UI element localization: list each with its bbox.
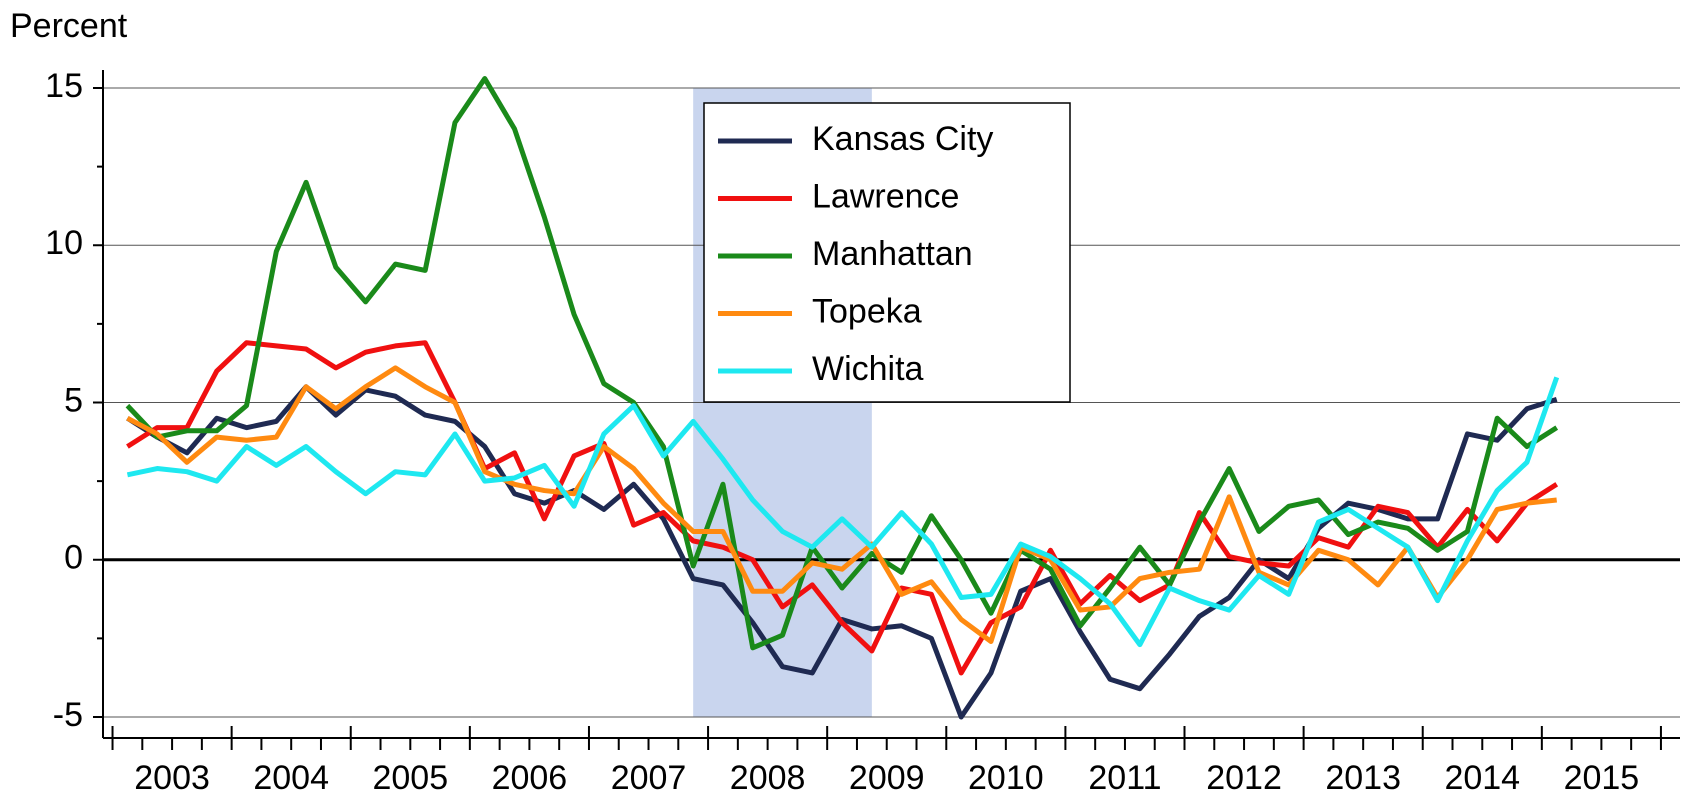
y-tick-label: -5 — [53, 696, 83, 734]
legend: Kansas City Lawrence Manhattan Topeka Wichit… — [703, 102, 1071, 403]
x-tick-label: 2003 — [134, 759, 210, 797]
series-line — [126, 365, 1557, 645]
x-tick-label: 2014 — [1444, 759, 1520, 797]
x-tick-label: 2012 — [1206, 759, 1282, 797]
y-tick-label: 15 — [45, 67, 83, 105]
legend-label: Topeka — [812, 292, 922, 330]
y-tick-label: 0 — [64, 539, 83, 577]
x-tick-label: 2005 — [372, 759, 448, 797]
y-tick-label: 10 — [45, 224, 83, 262]
series-line — [126, 340, 1559, 676]
legend-label: Wichita — [812, 350, 924, 388]
x-tick-label: 2008 — [730, 759, 806, 797]
x-tick-label: 2009 — [849, 759, 925, 797]
x-tick-label: 2006 — [492, 759, 568, 797]
x-tick-label: 2010 — [968, 759, 1044, 797]
x-tick-label: 2013 — [1325, 759, 1401, 797]
legend-box — [703, 102, 1071, 403]
x-tick-label: 2015 — [1564, 759, 1640, 797]
legend-label: Manhattan — [812, 235, 973, 273]
y-tick-label: 5 — [64, 381, 83, 419]
x-tick-label: 2004 — [253, 759, 329, 797]
series-line — [125, 76, 1559, 651]
x-tick-label: 2007 — [611, 759, 687, 797]
legend-label: Lawrence — [812, 177, 959, 215]
y-axis-label: Percent — [10, 7, 128, 45]
series-line — [126, 376, 1560, 648]
legend-label: Kansas City — [812, 120, 993, 158]
x-tick-label: 2011 — [1088, 759, 1161, 797]
